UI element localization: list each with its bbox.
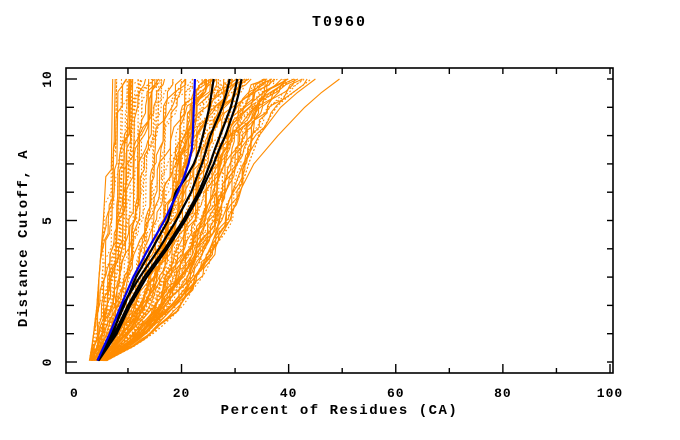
orange-curve [100, 78, 249, 362]
black-curve [97, 78, 243, 362]
orange-curve [97, 78, 219, 361]
x-tick-label: 40 [280, 386, 298, 401]
orange-curve [105, 78, 308, 362]
x-tick-label: 100 [597, 386, 623, 401]
black-curve [97, 78, 231, 362]
blue-curve [96, 78, 196, 362]
x-tick-label: 0 [70, 386, 79, 401]
orange-curve [106, 78, 312, 362]
orange-curve [99, 78, 234, 362]
orange-curve [104, 78, 294, 362]
orange-outlier-3 [95, 78, 306, 362]
chart-title: T0960 [311, 14, 367, 31]
orange-curve [95, 78, 193, 361]
x-tick-label: 60 [387, 386, 405, 401]
y-tick-label: 10 [40, 70, 55, 88]
orange-curve [91, 78, 143, 361]
x-axis-label: Percent of Residues (CA) [220, 403, 459, 419]
orange-curve [91, 78, 156, 361]
x-tick-label: 20 [173, 386, 191, 401]
orange-curve [105, 78, 283, 362]
orange-outlier-2 [98, 78, 316, 362]
orange-outlier-1 [100, 78, 340, 362]
orange-curve [102, 78, 272, 362]
orange-curve [102, 78, 265, 362]
orange-curve [98, 78, 203, 361]
orange-curve [92, 78, 166, 361]
y-tick-label: 5 [40, 216, 55, 225]
orange-curve [95, 78, 183, 361]
orange-curve [100, 78, 240, 362]
orange-curve [89, 78, 127, 361]
orange-curve [89, 78, 128, 361]
orange-curve [95, 78, 194, 361]
orange-curve [96, 78, 200, 361]
orange-curve [95, 78, 186, 361]
orange-curve [104, 78, 288, 362]
orange-curve [101, 78, 241, 362]
orange-curve [104, 78, 295, 362]
orange-curve [98, 78, 233, 362]
orange-curve [93, 78, 160, 361]
orange-curve [90, 78, 141, 361]
orange-curve [101, 78, 246, 362]
orange-curve [88, 78, 116, 361]
orange-curve [89, 78, 114, 361]
orange-curve [105, 78, 289, 362]
orange-curve [91, 78, 150, 361]
orange-curve [89, 78, 128, 361]
orange-curve [102, 78, 267, 362]
black-curve [97, 78, 239, 362]
x-tick-label: 80 [494, 386, 512, 401]
orange-curve [99, 78, 221, 362]
orange-curve [91, 78, 134, 361]
orange-curve [103, 78, 286, 362]
orange-curve [93, 78, 152, 361]
y-tick-label: 0 [40, 358, 55, 367]
